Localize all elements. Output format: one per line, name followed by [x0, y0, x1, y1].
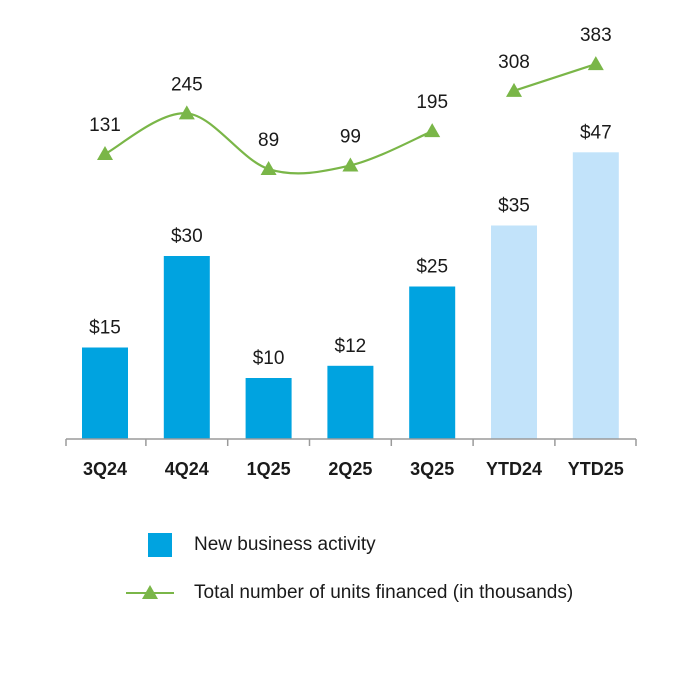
line-value-label: 131 [89, 115, 121, 136]
x-tick-label-4q24: 4Q24 [165, 459, 209, 479]
line-value-label: 245 [171, 74, 203, 95]
legend-item-line: Total number of units financed (in thous… [126, 576, 573, 610]
line-value-label: 383 [580, 25, 612, 46]
x-tick-label-1q25: 1Q25 [247, 459, 291, 479]
x-tick-label-ytd25: YTD25 [568, 459, 624, 479]
legend-label-bar: New business activity [194, 534, 376, 555]
bar-value-label: $12 [335, 336, 367, 357]
line-value-label: 195 [416, 92, 448, 113]
line-marker-2q25 [342, 157, 359, 172]
legend-item-bar: New business activity [126, 528, 573, 562]
legend-label-line: Total number of units financed (in thous… [194, 582, 574, 603]
bar-value-label: $15 [89, 318, 121, 339]
line-value-label: 308 [498, 52, 530, 73]
bar-3q24 [82, 347, 128, 439]
line-marker-3q25 [424, 123, 441, 138]
bar-1q25 [245, 378, 292, 439]
x-tick-label-2q25: 2Q25 [328, 459, 372, 479]
bar-value-label: $25 [416, 257, 448, 278]
bar-4q24 [163, 256, 210, 439]
x-tick-label-3q24: 3Q24 [83, 459, 127, 479]
line-marker-3q24 [97, 146, 113, 161]
line-marker-ytd25 [587, 56, 604, 71]
line-marker-ytd24 [506, 82, 522, 97]
legend: New business activity Total number of un… [126, 528, 573, 624]
line-marker-1q25 [260, 161, 277, 176]
bar-3q25 [409, 286, 456, 439]
line-marker-4q24 [178, 105, 195, 120]
legend-bar-swatch [148, 533, 172, 557]
bar-2q25 [327, 365, 374, 439]
bar-value-label: $10 [253, 348, 285, 369]
bar-ytd25 [572, 152, 619, 440]
legend-line-swatch [126, 585, 174, 599]
x-tick-label-ytd24: YTD24 [486, 459, 542, 479]
line-value-label: 89 [258, 130, 279, 151]
line-value-label: 99 [340, 126, 361, 147]
bar-value-label: $35 [498, 196, 530, 217]
bar-value-label: $30 [171, 226, 203, 247]
x-tick-label-3q25: 3Q25 [410, 459, 454, 479]
bar-ytd24 [491, 225, 537, 439]
bar-value-label: $47 [580, 122, 612, 143]
